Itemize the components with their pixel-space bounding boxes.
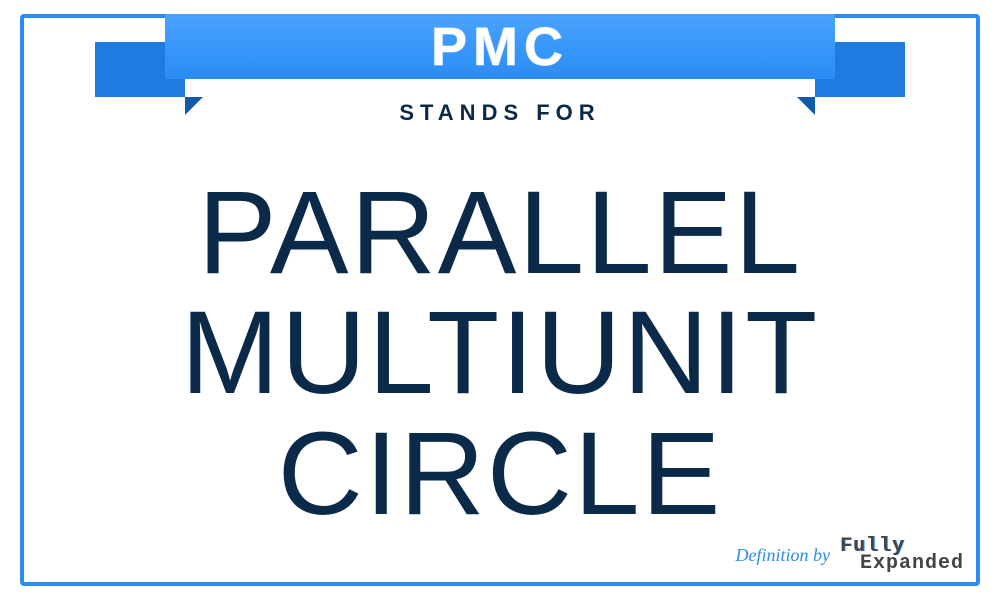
credit-label: Definition by — [736, 545, 830, 566]
acronym-text: PMC — [431, 16, 569, 78]
definition-line: MULTIUNIT — [24, 293, 976, 413]
credit-block: Definition by Fully Expanded — [736, 538, 965, 572]
credit-logo: Fully Expanded — [840, 538, 964, 572]
credit-brand-line2: Expanded — [840, 555, 964, 572]
subtitle-text: STANDS FOR — [24, 100, 976, 126]
definition-line: PARALLEL — [24, 173, 976, 293]
definition-text: PARALLEL MULTIUNIT CIRCLE — [24, 173, 976, 534]
definition-card: PMC STANDS FOR PARALLEL MULTIUNIT CIRCLE… — [20, 14, 980, 586]
definition-line: CIRCLE — [24, 414, 976, 534]
ribbon-center: PMC — [165, 14, 835, 79]
ribbon-banner: PMC — [95, 14, 905, 99]
